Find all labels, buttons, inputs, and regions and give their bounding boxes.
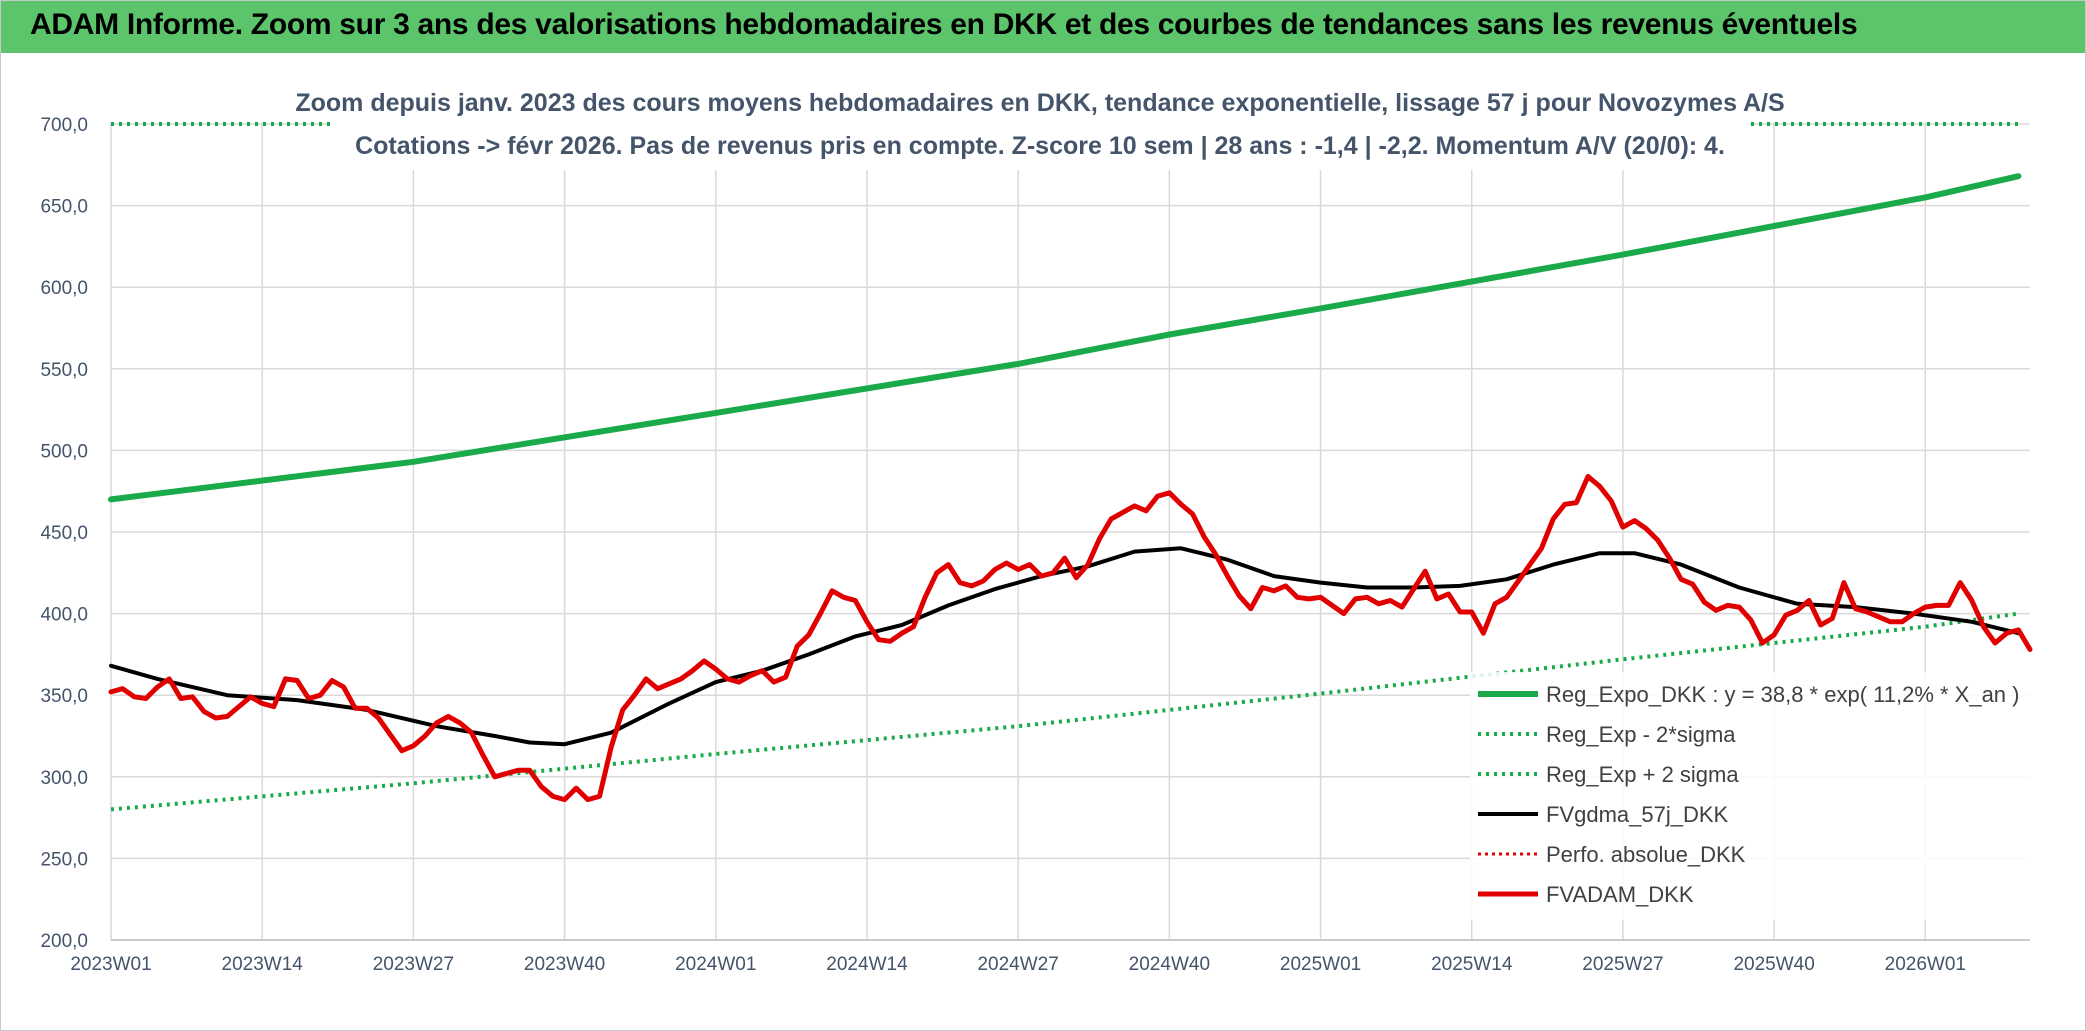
x-tick-label: 2026W01 bbox=[1885, 954, 1966, 975]
x-tick-label: 2023W27 bbox=[373, 954, 454, 975]
y-tick-label: 250,0 bbox=[40, 849, 88, 870]
y-tick-label: 550,0 bbox=[40, 360, 88, 381]
y-tick-label: 450,0 bbox=[40, 523, 88, 544]
legend-entry: Reg_Exp + 2 sigma bbox=[1546, 762, 1739, 787]
header-bar: ADAM Informe. Zoom sur 3 ans des valoris… bbox=[0, 0, 2086, 53]
x-tick-label: 2024W01 bbox=[675, 954, 756, 975]
y-tick-label: 400,0 bbox=[40, 605, 88, 626]
x-tick-label: 2023W40 bbox=[524, 954, 605, 975]
subtitle-line-1: Zoom depuis janv. 2023 des cours moyens … bbox=[295, 89, 1784, 117]
legend-background bbox=[1470, 672, 2030, 920]
x-tick-label: 2025W27 bbox=[1582, 954, 1663, 975]
subtitle-background bbox=[330, 78, 1750, 170]
x-tick-label: 2025W40 bbox=[1733, 954, 1814, 975]
y-tick-label: 500,0 bbox=[40, 441, 88, 462]
legend-entry: Reg_Expo_DKK : y = 38,8 * exp( 11,2% * X… bbox=[1546, 682, 2019, 707]
subtitle: Zoom depuis janv. 2023 des cours moyens … bbox=[295, 78, 1785, 170]
y-tick-label: 600,0 bbox=[40, 278, 88, 299]
y-tick-label: 350,0 bbox=[40, 686, 88, 707]
x-tick-label: 2024W40 bbox=[1129, 954, 1210, 975]
x-tick-label: 2025W01 bbox=[1280, 954, 1361, 975]
x-tick-label: 2024W27 bbox=[977, 954, 1058, 975]
y-tick-label: 700,0 bbox=[40, 115, 88, 136]
series-line bbox=[110, 611, 2019, 812]
page-title: ADAM Informe. Zoom sur 3 ans des valoris… bbox=[30, 8, 1858, 41]
x-tick-label: 2025W14 bbox=[1431, 954, 1513, 975]
series-line bbox=[108, 173, 2022, 503]
series-line bbox=[108, 474, 2033, 803]
legend: Reg_Expo_DKK : y = 38,8 * exp( 11,2% * X… bbox=[1470, 672, 2030, 920]
y-tick-label: 650,0 bbox=[40, 197, 88, 218]
x-tick-label: 2024W14 bbox=[826, 954, 908, 975]
subtitle-line-2: Cotations -> févr 2026. Pas de revenus p… bbox=[355, 132, 1725, 160]
axes: 200,0 250,0 300,0 350,0 400,0 450,0 500,0 550,0… bbox=[40, 115, 2030, 975]
y-tick-label: 300,0 bbox=[40, 768, 88, 789]
x-tick-label: 2023W01 bbox=[70, 954, 151, 975]
x-tick-label: 2023W14 bbox=[222, 954, 304, 975]
y-tick-label: 200,0 bbox=[40, 931, 88, 952]
legend-entry: Perfo. absolue_DKK bbox=[1546, 842, 1746, 867]
legend-entry: FVgdma_57j_DKK bbox=[1546, 802, 1729, 827]
legend-entry: FVADAM_DKK bbox=[1546, 882, 1694, 907]
legend-entry: Reg_Exp - 2*sigma bbox=[1546, 722, 1736, 747]
